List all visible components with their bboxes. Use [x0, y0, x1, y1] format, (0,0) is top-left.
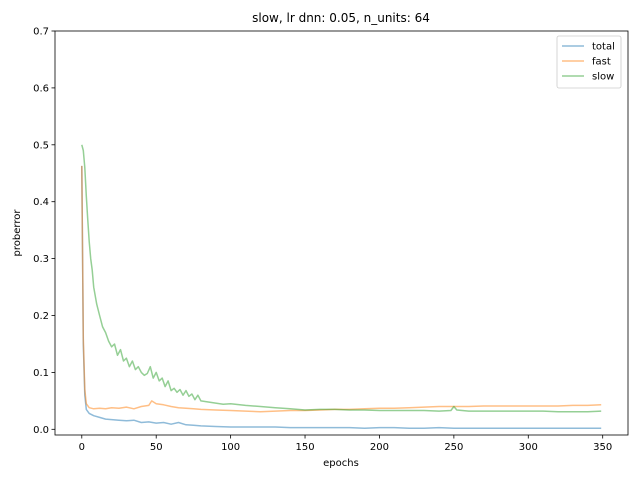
plot-area: 0 50 100 150 200 250 300 350 0.0 0.1 0.2 0.3 0.4 0.5 0…	[33, 27, 629, 453]
y-axis-label: proberror	[12, 209, 23, 257]
x-tick-label: 250	[444, 442, 463, 453]
y-tick-label: 0.1	[33, 368, 49, 379]
x-tick-label: 100	[221, 442, 240, 453]
x-tick-label: 300	[519, 442, 538, 453]
chart-title: slow, lr dnn: 0.05, n_units: 64	[252, 11, 430, 25]
x-tick-label: 350	[593, 442, 612, 453]
series-line-fast	[81, 165, 602, 413]
y-tick-label: 0.7	[33, 27, 49, 38]
axes-frame	[54, 30, 629, 436]
x-tick-label: 150	[295, 442, 314, 453]
legend-label-fast: fast	[592, 57, 611, 68]
y-tick-label: 0.3	[33, 254, 49, 265]
y-tick-label: 0.0	[33, 425, 49, 436]
series-line-total	[81, 165, 602, 429]
legend-label-total: total	[592, 42, 615, 53]
y-tick-label: 0.5	[33, 140, 49, 151]
legend-label-slow: slow	[592, 72, 614, 83]
y-tick-label: 0.6	[33, 83, 49, 94]
x-tick-label: 50	[150, 442, 163, 453]
x-tick-label: 200	[370, 442, 389, 453]
series-line-slow	[81, 144, 602, 413]
x-axis-label: epochs	[323, 458, 359, 469]
x-tick-label: 0	[79, 442, 85, 453]
y-tick-label: 0.4	[33, 197, 49, 208]
legend-box	[556, 35, 622, 89]
y-tick-label: 0.2	[33, 311, 49, 322]
